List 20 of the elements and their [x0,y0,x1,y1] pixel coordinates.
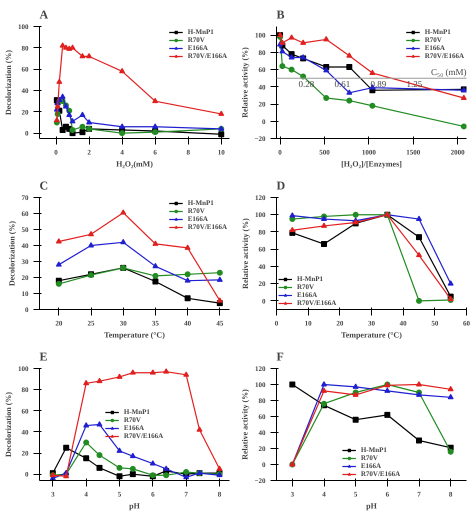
y-axis-title: Relative activity (%) [240,46,250,118]
y-axis-title: Relative activity (%) [241,218,250,289]
y-axis-title: Relative activity (%) [240,388,250,460]
chart-title: A [40,8,48,22]
x-axis-title: Temperature (°C) [104,330,166,340]
x-axis-title: Temperature (°C) [341,330,402,340]
y-axis-title: Decolorization (%) [4,50,13,116]
x-axis-title: H₂O₂(mM) [116,160,154,168]
x-axis-title: [H₂O₂]/[Enzymes] [341,160,402,168]
chart-title: E [40,350,48,364]
chart-title: F [276,350,284,364]
ref-line-label: C₅₀ (mM) [430,67,467,78]
x-axis-title: pH [366,502,378,510]
x-axis-title: pH [129,502,141,510]
chart-title: D [276,178,286,192]
chart-title: B [276,8,285,22]
y-axis-title: Decolorization (%) [4,392,13,458]
chart-title: C [40,178,48,192]
y-axis-title: Decolorization (%) [8,220,16,286]
annotation: 0.89 [370,79,387,90]
